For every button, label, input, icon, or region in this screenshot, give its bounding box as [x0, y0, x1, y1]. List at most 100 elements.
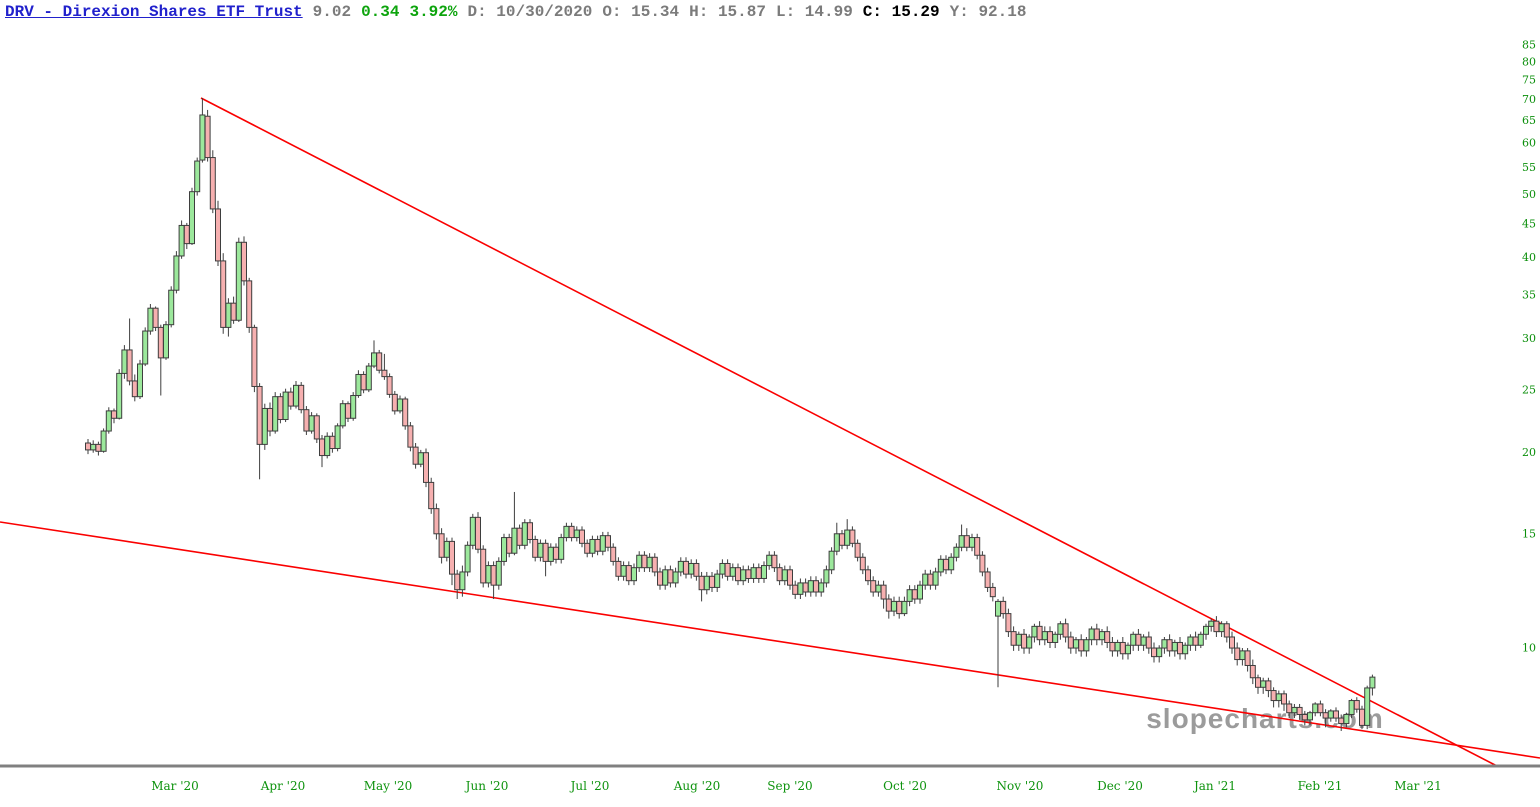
candle-body [1229, 636, 1235, 649]
candle-body [1083, 639, 1090, 652]
candle-body [116, 372, 123, 419]
candle-body [355, 373, 362, 397]
candle-body [943, 558, 949, 571]
date-value: 10/30/2020 [496, 3, 593, 21]
candle-body [1031, 625, 1038, 638]
candle-body [906, 589, 913, 602]
candle-body [625, 565, 632, 582]
candle-body [792, 584, 799, 595]
candle-body [833, 533, 840, 552]
candle-body [667, 569, 674, 584]
candle-body [516, 527, 523, 546]
candle-body [220, 260, 227, 328]
symbol-link[interactable]: DRV - Direxion Shares ETF Trust [5, 3, 303, 21]
candle-body [573, 529, 580, 539]
candle-body [553, 546, 559, 560]
candle-body [469, 516, 476, 546]
candle-body [813, 580, 819, 593]
candle-body [282, 391, 289, 421]
candle-body [620, 565, 627, 577]
candle-body [599, 535, 606, 552]
candle-body [662, 569, 669, 586]
candle-body [1213, 620, 1220, 633]
trendline [0, 521, 1540, 759]
candle-body [1140, 636, 1147, 646]
candle-body [542, 542, 549, 562]
candle-body [131, 380, 138, 398]
candle-body [646, 556, 653, 569]
candle-body [589, 538, 596, 554]
candle-body [1119, 641, 1126, 655]
candle-body [1093, 628, 1100, 641]
candle-body [1327, 710, 1334, 719]
candle-body [1015, 633, 1022, 646]
candle-body [397, 398, 403, 412]
y-tick-label: 50 [1522, 188, 1536, 201]
candle-body [204, 115, 211, 159]
candle-body [423, 452, 429, 483]
candle-body [251, 326, 258, 387]
candle-body [272, 396, 279, 432]
candle-body [802, 582, 809, 593]
candle-body [246, 280, 253, 328]
candle-body [579, 529, 585, 544]
candle-body [1145, 636, 1152, 649]
candle-body [558, 537, 565, 560]
candle-body [121, 349, 128, 374]
candle-body [1359, 708, 1365, 726]
candle-body [261, 407, 268, 445]
candle-body [688, 562, 695, 575]
candle-body [371, 352, 377, 367]
candle-body [693, 562, 700, 577]
candle-body [475, 516, 481, 550]
candle-body [381, 369, 388, 378]
candle-body [126, 349, 133, 382]
candle-body [698, 575, 705, 591]
candle-body [823, 569, 830, 584]
candle-body [495, 560, 502, 586]
candle-body [417, 452, 424, 465]
candle-body [1343, 713, 1350, 725]
candle-body [152, 307, 159, 328]
x-tick-label: Mar '20 [151, 779, 199, 793]
trendline [200, 97, 1498, 767]
candle-body [449, 540, 455, 575]
candle-body [1333, 710, 1339, 719]
candle-body [1166, 639, 1173, 652]
candle-body [729, 567, 736, 577]
candle-body [350, 395, 357, 419]
candle-body [1156, 647, 1163, 658]
candle-body [157, 326, 164, 359]
candle-body [339, 403, 346, 427]
y-tick-label: 10 [1522, 642, 1536, 655]
candle-body [215, 208, 221, 262]
candle-body [1036, 625, 1043, 641]
candle-body [714, 573, 721, 588]
candle-body [776, 567, 783, 582]
candle-body [958, 535, 965, 548]
candle-body [1052, 633, 1059, 643]
candle-body [1130, 633, 1137, 646]
candle-body [547, 546, 554, 562]
candle-body [1291, 706, 1298, 714]
candle-body [412, 446, 419, 465]
candle-body [183, 224, 190, 245]
candle-body [995, 600, 1001, 617]
candle-body [828, 550, 835, 571]
candle-body [917, 584, 923, 600]
candle-body [750, 567, 757, 579]
candle-body [818, 582, 825, 593]
y-tick-label: 35 [1522, 289, 1536, 302]
y-tick-label: 20 [1522, 446, 1536, 459]
y-tick-label: 70 [1522, 93, 1536, 106]
x-tick-label: Oct '20 [883, 779, 927, 793]
candle-body [147, 307, 154, 332]
candle-body [1078, 639, 1085, 652]
candle-body [1047, 631, 1053, 643]
candle-body [787, 569, 793, 586]
candle-body [1000, 600, 1007, 615]
candle-body [334, 425, 341, 450]
candle-body [922, 573, 929, 586]
trendlines [0, 97, 1540, 767]
